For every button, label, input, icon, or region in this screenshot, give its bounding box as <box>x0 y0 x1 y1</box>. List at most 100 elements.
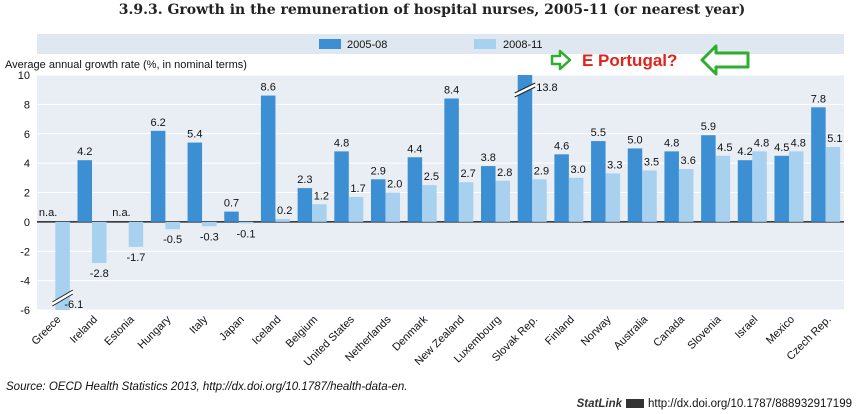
data-label-2008-11: 2.7 <box>460 168 475 180</box>
data-label-2005-08: 4.5 <box>774 142 789 154</box>
bar-2008-11 <box>678 169 694 222</box>
legend-swatch-2008-11 <box>474 39 496 49</box>
data-label-2008-11: 4.8 <box>754 137 769 149</box>
data-label-2008-11: 3.6 <box>681 155 696 167</box>
data-label-2008-11: 2.0 <box>387 179 402 191</box>
data-label-2005-08: 4.4 <box>407 143 422 155</box>
bar-2008-11 <box>532 179 547 222</box>
x-tick-label: Japan <box>217 314 247 344</box>
bar-2005-08 <box>554 154 569 222</box>
bar-2005-08 <box>334 151 349 222</box>
data-label-2005-08: 6.2 <box>150 117 165 129</box>
x-tick-label: Iceland <box>250 314 284 348</box>
data-label-2005-08: 2.9 <box>371 165 386 177</box>
bar-2008-11 <box>275 218 290 222</box>
data-label-2008-11: -1.7 <box>126 252 145 264</box>
x-tick-label: Greece <box>29 314 63 348</box>
x-tick-label: Finland <box>543 314 577 348</box>
axis-break-mark <box>52 293 74 307</box>
data-label-2005-08: 8.4 <box>444 85 459 97</box>
y-tick-label: 10 <box>18 70 30 82</box>
arrow-right-icon <box>550 49 572 71</box>
bar-2008-11 <box>458 182 474 222</box>
bar-2005-08 <box>627 148 643 222</box>
bar-2005-08 <box>811 107 826 222</box>
y-tick-label: -4 <box>20 276 30 288</box>
data-label-2005-08: 4.6 <box>554 140 569 152</box>
y-tick-label: 8 <box>24 99 30 111</box>
data-label-2005-08: 8.6 <box>261 82 276 94</box>
data-label-2008-11: 2.5 <box>424 171 439 183</box>
bar-2008-11 <box>605 173 621 222</box>
bar-2005-08 <box>297 188 313 222</box>
bar-2008-11 <box>788 151 804 222</box>
bar-2005-08 <box>77 160 93 222</box>
bar-2005-08 <box>370 179 386 222</box>
statlink-brand: StatLink <box>576 398 623 410</box>
data-label-2008-11: 3.5 <box>644 156 659 168</box>
arrow-left-icon <box>700 44 750 76</box>
data-label-2008-11: -0.1 <box>237 228 256 240</box>
bar-2005-08 <box>591 141 606 222</box>
data-label-2008-11: 3.3 <box>607 159 622 171</box>
data-label-2008-11: 3.0 <box>570 164 585 176</box>
data-label-2005-08: 4.2 <box>77 146 92 158</box>
bar-2005-08 <box>481 166 496 222</box>
bar-2005-08 <box>517 75 533 222</box>
data-label-2005-08: 5.0 <box>627 134 642 146</box>
data-label-2005-08: n.a. <box>39 207 57 219</box>
bar-2008-11 <box>385 192 400 222</box>
bar-2005-08 <box>224 211 239 222</box>
x-tick-label: Canada <box>651 313 687 349</box>
axis-break-mark <box>51 290 74 306</box>
bar-2008-11 <box>312 204 327 222</box>
statlink[interactable]: StatLink http://dx.doi.org/10.1787/888932… <box>577 398 852 410</box>
axis-break-mark <box>52 289 74 303</box>
axis-break-mark <box>514 86 536 98</box>
data-label-2008-11: 4.8 <box>791 137 806 149</box>
data-label-2008-11: -0.5 <box>163 234 182 246</box>
data-label-2005-08: 5.5 <box>591 127 606 139</box>
bar-2005-08 <box>664 151 679 222</box>
x-tick-label: Mexico <box>764 314 797 347</box>
data-label-2005-08: 2.3 <box>297 174 312 186</box>
y-tick-label: -6 <box>20 305 30 317</box>
statlink-url[interactable]: http://dx.doi.org/10.1787/888932917199 <box>648 398 852 410</box>
data-label-2005-08: n.a. <box>112 207 130 219</box>
bar-2005-08 <box>444 98 459 222</box>
y-tick-label: 6 <box>24 129 30 141</box>
data-label-2005-08: 4.8 <box>334 137 349 149</box>
bar-2008-11 <box>642 170 657 222</box>
bar-2008-11 <box>825 146 841 222</box>
bar-2008-11 <box>238 221 254 224</box>
data-label-2005-08: 4.2 <box>737 146 752 158</box>
bar-2005-08 <box>407 157 423 222</box>
bar-2005-08 <box>187 142 203 222</box>
x-tick-label: Norway <box>579 313 614 348</box>
bar-2005-08 <box>150 130 166 222</box>
legend-background <box>37 34 844 54</box>
data-label-2008-11: -6.1 <box>64 299 83 311</box>
data-label-2008-11: 1.2 <box>314 190 329 202</box>
data-label-2005-08: 0.7 <box>224 198 239 210</box>
data-label-2008-11: 5.1 <box>827 133 842 145</box>
data-label-2005-08: 5.9 <box>701 121 716 133</box>
data-label-2008-11: 0.2 <box>277 205 292 217</box>
bar-2008-11 <box>202 221 217 227</box>
bar-2008-11 <box>128 221 144 247</box>
data-label-2008-11: 4.5 <box>717 142 732 154</box>
x-tick-label: Slovenia <box>685 313 724 352</box>
legend-label-2008-11: 2008-11 <box>503 39 543 51</box>
x-tick-label: Estonia <box>102 313 137 348</box>
bar-2005-08 <box>701 135 716 222</box>
x-tick-label: Australia <box>612 313 651 352</box>
bar-2008-11 <box>165 221 180 230</box>
axis-break-mark <box>514 82 536 94</box>
axis-break-mark <box>514 83 536 97</box>
y-tick-label: 4 <box>24 158 30 170</box>
chart-title: 3.9.3. Growth in the remuneration of hos… <box>118 2 746 18</box>
bar-2008-11 <box>348 196 364 222</box>
data-label-2008-11: -0.3 <box>200 231 219 243</box>
data-label-2008-11: 2.8 <box>497 167 512 179</box>
